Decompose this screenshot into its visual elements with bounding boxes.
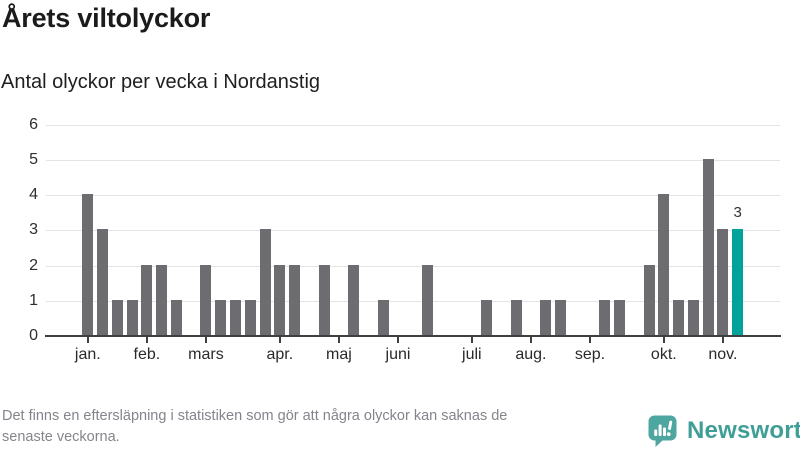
bar-week-11	[230, 299, 241, 335]
bar-week-33	[554, 299, 566, 335]
last-bar-value-label: 3	[733, 204, 742, 222]
bar-week-7	[170, 299, 182, 335]
x-axis-label-feb: feb.	[133, 346, 161, 363]
bar-week-12	[244, 299, 256, 335]
y-axis-label: 5	[29, 151, 38, 168]
footer-note-line-1: Det finns en eftersläpning i statistiken…	[2, 408, 508, 424]
chart-subtitle: Antal olyckor per vecka i Nordanstig	[1, 71, 321, 93]
y-axis-label: 1	[29, 291, 38, 309]
bar-week-21	[377, 299, 389, 335]
bar-week-43	[702, 159, 714, 335]
y-axis-label: 4	[29, 186, 38, 204]
bar-week-39	[643, 264, 655, 335]
bar-week-37	[614, 299, 626, 335]
x-axis-label-mars: mars	[188, 346, 224, 363]
bar-week-30	[510, 299, 522, 335]
x-axis-label-nov: nov.	[708, 346, 738, 363]
gridline-y-3	[46, 230, 780, 232]
gridline-y-2	[46, 265, 780, 267]
x-axis-label-juni: juni	[385, 346, 411, 363]
x-axis-label-maj: maj	[325, 346, 352, 363]
bar-week-41	[673, 299, 685, 335]
footer-note: Det finns en eftersläpning i statistiken…	[2, 406, 507, 447]
x-axis-tick-jan	[86, 337, 89, 343]
bar-week-42	[687, 299, 699, 335]
gridline-y-6	[46, 124, 780, 126]
bar-week-6	[156, 264, 168, 335]
x-axis-tick-feb	[145, 337, 148, 343]
newsworthy-logo-text: Newsworthy	[687, 417, 800, 444]
bar-week-14	[274, 264, 286, 335]
x-axis-tick-mars	[204, 337, 207, 343]
bar-week-10	[215, 299, 227, 335]
gridline-y-4	[46, 195, 780, 197]
x-axis-tick-nov	[721, 337, 724, 343]
bar-week-44	[717, 229, 729, 335]
x-axis-tick-juni	[396, 337, 399, 343]
x-axis-label-jan: jan.	[74, 346, 101, 363]
bar-week-1	[82, 194, 94, 335]
footer-note-line-2: senaste veckorna.	[2, 428, 120, 445]
gridline-y-1	[46, 300, 780, 302]
x-axis-label-sep: sep.	[574, 346, 606, 363]
chart-title: Årets viltolyckor	[2, 3, 211, 33]
x-axis-label-apr: apr.	[266, 346, 294, 363]
bar-week-15	[289, 264, 301, 335]
bar-week-36	[599, 299, 611, 335]
bar-week-24	[422, 264, 433, 335]
bar-week-19	[348, 264, 360, 335]
bar-week-32	[540, 299, 552, 335]
x-axis-tick-okt	[662, 337, 665, 343]
bar-week-28	[481, 299, 493, 335]
highlighted-bar-week-45	[732, 229, 744, 335]
newsworthy-logo: Newsworthy	[647, 413, 800, 449]
newsworthy-speech-bubble-bar-chart-icon	[648, 415, 677, 447]
bar-week-40	[658, 194, 670, 335]
y-axis-label: 0	[29, 327, 38, 344]
gridline-y-5	[46, 160, 780, 161]
x-axis-tick-juli	[470, 337, 473, 343]
bar-week-5	[141, 264, 153, 335]
y-axis-label: 3	[29, 221, 38, 239]
bar-week-17	[318, 264, 330, 335]
x-axis-tick-maj	[337, 337, 340, 343]
y-axis-label: 6	[29, 115, 38, 133]
x-axis-tick-sep	[588, 337, 591, 343]
bar-week-13	[259, 229, 271, 335]
x-axis-label-juli: juli	[462, 346, 482, 363]
bar-week-4	[126, 299, 138, 335]
x-axis-label-aug: aug.	[515, 346, 547, 363]
x-axis-label-okt: okt.	[650, 346, 677, 363]
x-axis-tick-apr	[278, 337, 281, 343]
bar-week-2	[97, 229, 109, 335]
x-axis-line	[45, 335, 781, 337]
bar-week-9	[200, 264, 212, 335]
x-axis-tick-aug	[529, 337, 532, 343]
bar-week-3	[111, 299, 123, 335]
y-axis-label: 2	[29, 256, 38, 274]
